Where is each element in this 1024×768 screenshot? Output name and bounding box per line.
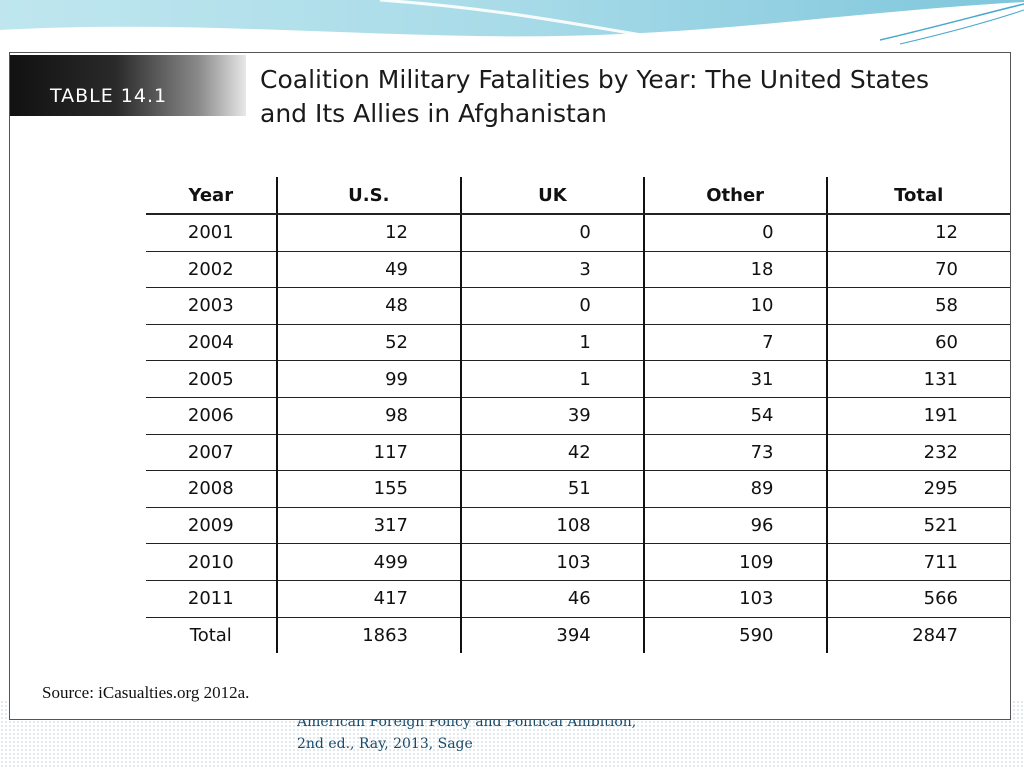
row-label-cell: 2002 — [146, 251, 277, 289]
table-row: 2011 417 46 103 566 — [146, 580, 1010, 618]
value-cell: 3 — [460, 251, 644, 289]
value-cell: 0 — [460, 287, 644, 325]
value-cell: 48 — [275, 287, 462, 325]
value-cell: 117 — [275, 434, 462, 472]
value-cell: 711 — [825, 543, 1010, 581]
value-cell: 52 — [275, 324, 462, 362]
table-total-row: Total 1863 394 590 2847 — [146, 617, 1010, 654]
row-label-cell: 2001 — [146, 214, 277, 252]
value-cell: 51 — [460, 470, 644, 508]
value-cell: 7 — [642, 324, 827, 362]
row-label-cell: 2003 — [146, 287, 277, 325]
value-cell: 49 — [275, 251, 462, 289]
table-row: 2005 99 1 31 131 — [146, 360, 1010, 398]
value-cell: 317 — [275, 507, 462, 545]
table-row: 2001 12 0 0 12 — [146, 214, 1010, 252]
table-body: 2001 12 0 0 12 2002 49 3 18 70 2003 48 0 10 58 2004 52 1 7… — [146, 214, 1010, 654]
value-cell: 46 — [460, 580, 644, 618]
table-row: 2006 98 39 54 191 — [146, 397, 1010, 435]
value-cell: 191 — [825, 397, 1010, 435]
value-cell: 590 — [642, 617, 827, 654]
value-cell: 521 — [825, 507, 1010, 545]
table-row: 2004 52 1 7 60 — [146, 324, 1010, 362]
value-cell: 12 — [275, 214, 462, 252]
value-cell: 1 — [460, 324, 644, 362]
table-number-tag — [10, 55, 246, 116]
value-cell: 295 — [825, 470, 1010, 508]
table-number-label: TABLE 14.1 — [50, 85, 168, 107]
value-cell: 60 — [825, 324, 1010, 362]
column-header: Year — [146, 177, 277, 215]
value-cell: 70 — [825, 251, 1010, 289]
value-cell: 109 — [642, 543, 827, 581]
value-cell: 58 — [825, 287, 1010, 325]
row-label-cell: 2005 — [146, 360, 277, 398]
table-title: Coalition Military Fatalities by Year: T… — [260, 65, 930, 128]
table-row: 2002 49 3 18 70 — [146, 251, 1010, 289]
value-cell: 96 — [642, 507, 827, 545]
value-cell: 103 — [460, 543, 644, 581]
fatalities-table: Year U.S. UK Other Total 2001 12 0 0 12 2002 4… — [146, 177, 1010, 654]
citation-line-2: 2nd ed., Ray, 2013, Sage — [297, 736, 473, 752]
value-cell: 1 — [460, 360, 644, 398]
value-cell: 232 — [825, 434, 1010, 472]
value-cell: 98 — [275, 397, 462, 435]
table-row: 2007 117 42 73 232 — [146, 434, 1010, 472]
table-figure: TABLE 14.1 Coalition Military Fatalities… — [9, 52, 1011, 720]
row-label-cell: 2008 — [146, 470, 277, 508]
column-header: UK — [460, 177, 644, 215]
value-cell: 73 — [642, 434, 827, 472]
value-cell: 39 — [460, 397, 644, 435]
value-cell: 1863 — [275, 617, 462, 654]
value-cell: 18 — [642, 251, 827, 289]
row-label-cell: 2010 — [146, 543, 277, 581]
table-row: 2008 155 51 89 295 — [146, 470, 1010, 508]
table-row: 2003 48 0 10 58 — [146, 287, 1010, 325]
header-wave-banner — [0, 0, 1024, 48]
source-note: Source: iCasualties.org 2012a. — [42, 683, 250, 702]
column-header: U.S. — [275, 177, 462, 215]
column-header: Total — [825, 177, 1010, 215]
row-label-cell: 2004 — [146, 324, 277, 362]
row-label-cell: Total — [189, 624, 232, 646]
value-cell: 131 — [825, 360, 1010, 398]
table-row: 2010 499 103 109 711 — [146, 543, 1010, 581]
value-cell: 108 — [460, 507, 644, 545]
value-cell: 12 — [825, 214, 1010, 252]
row-label-cell: 2011 — [146, 580, 277, 618]
value-cell: 31 — [642, 360, 827, 398]
value-cell: 0 — [460, 214, 644, 252]
value-cell: 499 — [275, 543, 462, 581]
value-cell: 54 — [642, 397, 827, 435]
value-cell: 89 — [642, 470, 827, 508]
value-cell: 155 — [275, 470, 462, 508]
value-cell: 394 — [460, 617, 644, 654]
value-cell: 417 — [275, 580, 462, 618]
row-label-cell: 2006 — [146, 397, 277, 435]
table-header-row: Year U.S. UK Other Total — [146, 177, 1010, 215]
value-cell: 103 — [642, 580, 827, 618]
value-cell: 42 — [460, 434, 644, 472]
value-cell: 10 — [642, 287, 827, 325]
row-label-cell: 2009 — [146, 507, 277, 545]
value-cell: 2847 — [825, 617, 1010, 654]
table-row: 2009 317 108 96 521 — [146, 507, 1010, 545]
value-cell: 566 — [825, 580, 1010, 618]
column-header: Other — [642, 177, 827, 215]
row-label-cell: 2007 — [146, 434, 277, 472]
value-cell: 0 — [642, 214, 827, 252]
value-cell: 99 — [275, 360, 462, 398]
